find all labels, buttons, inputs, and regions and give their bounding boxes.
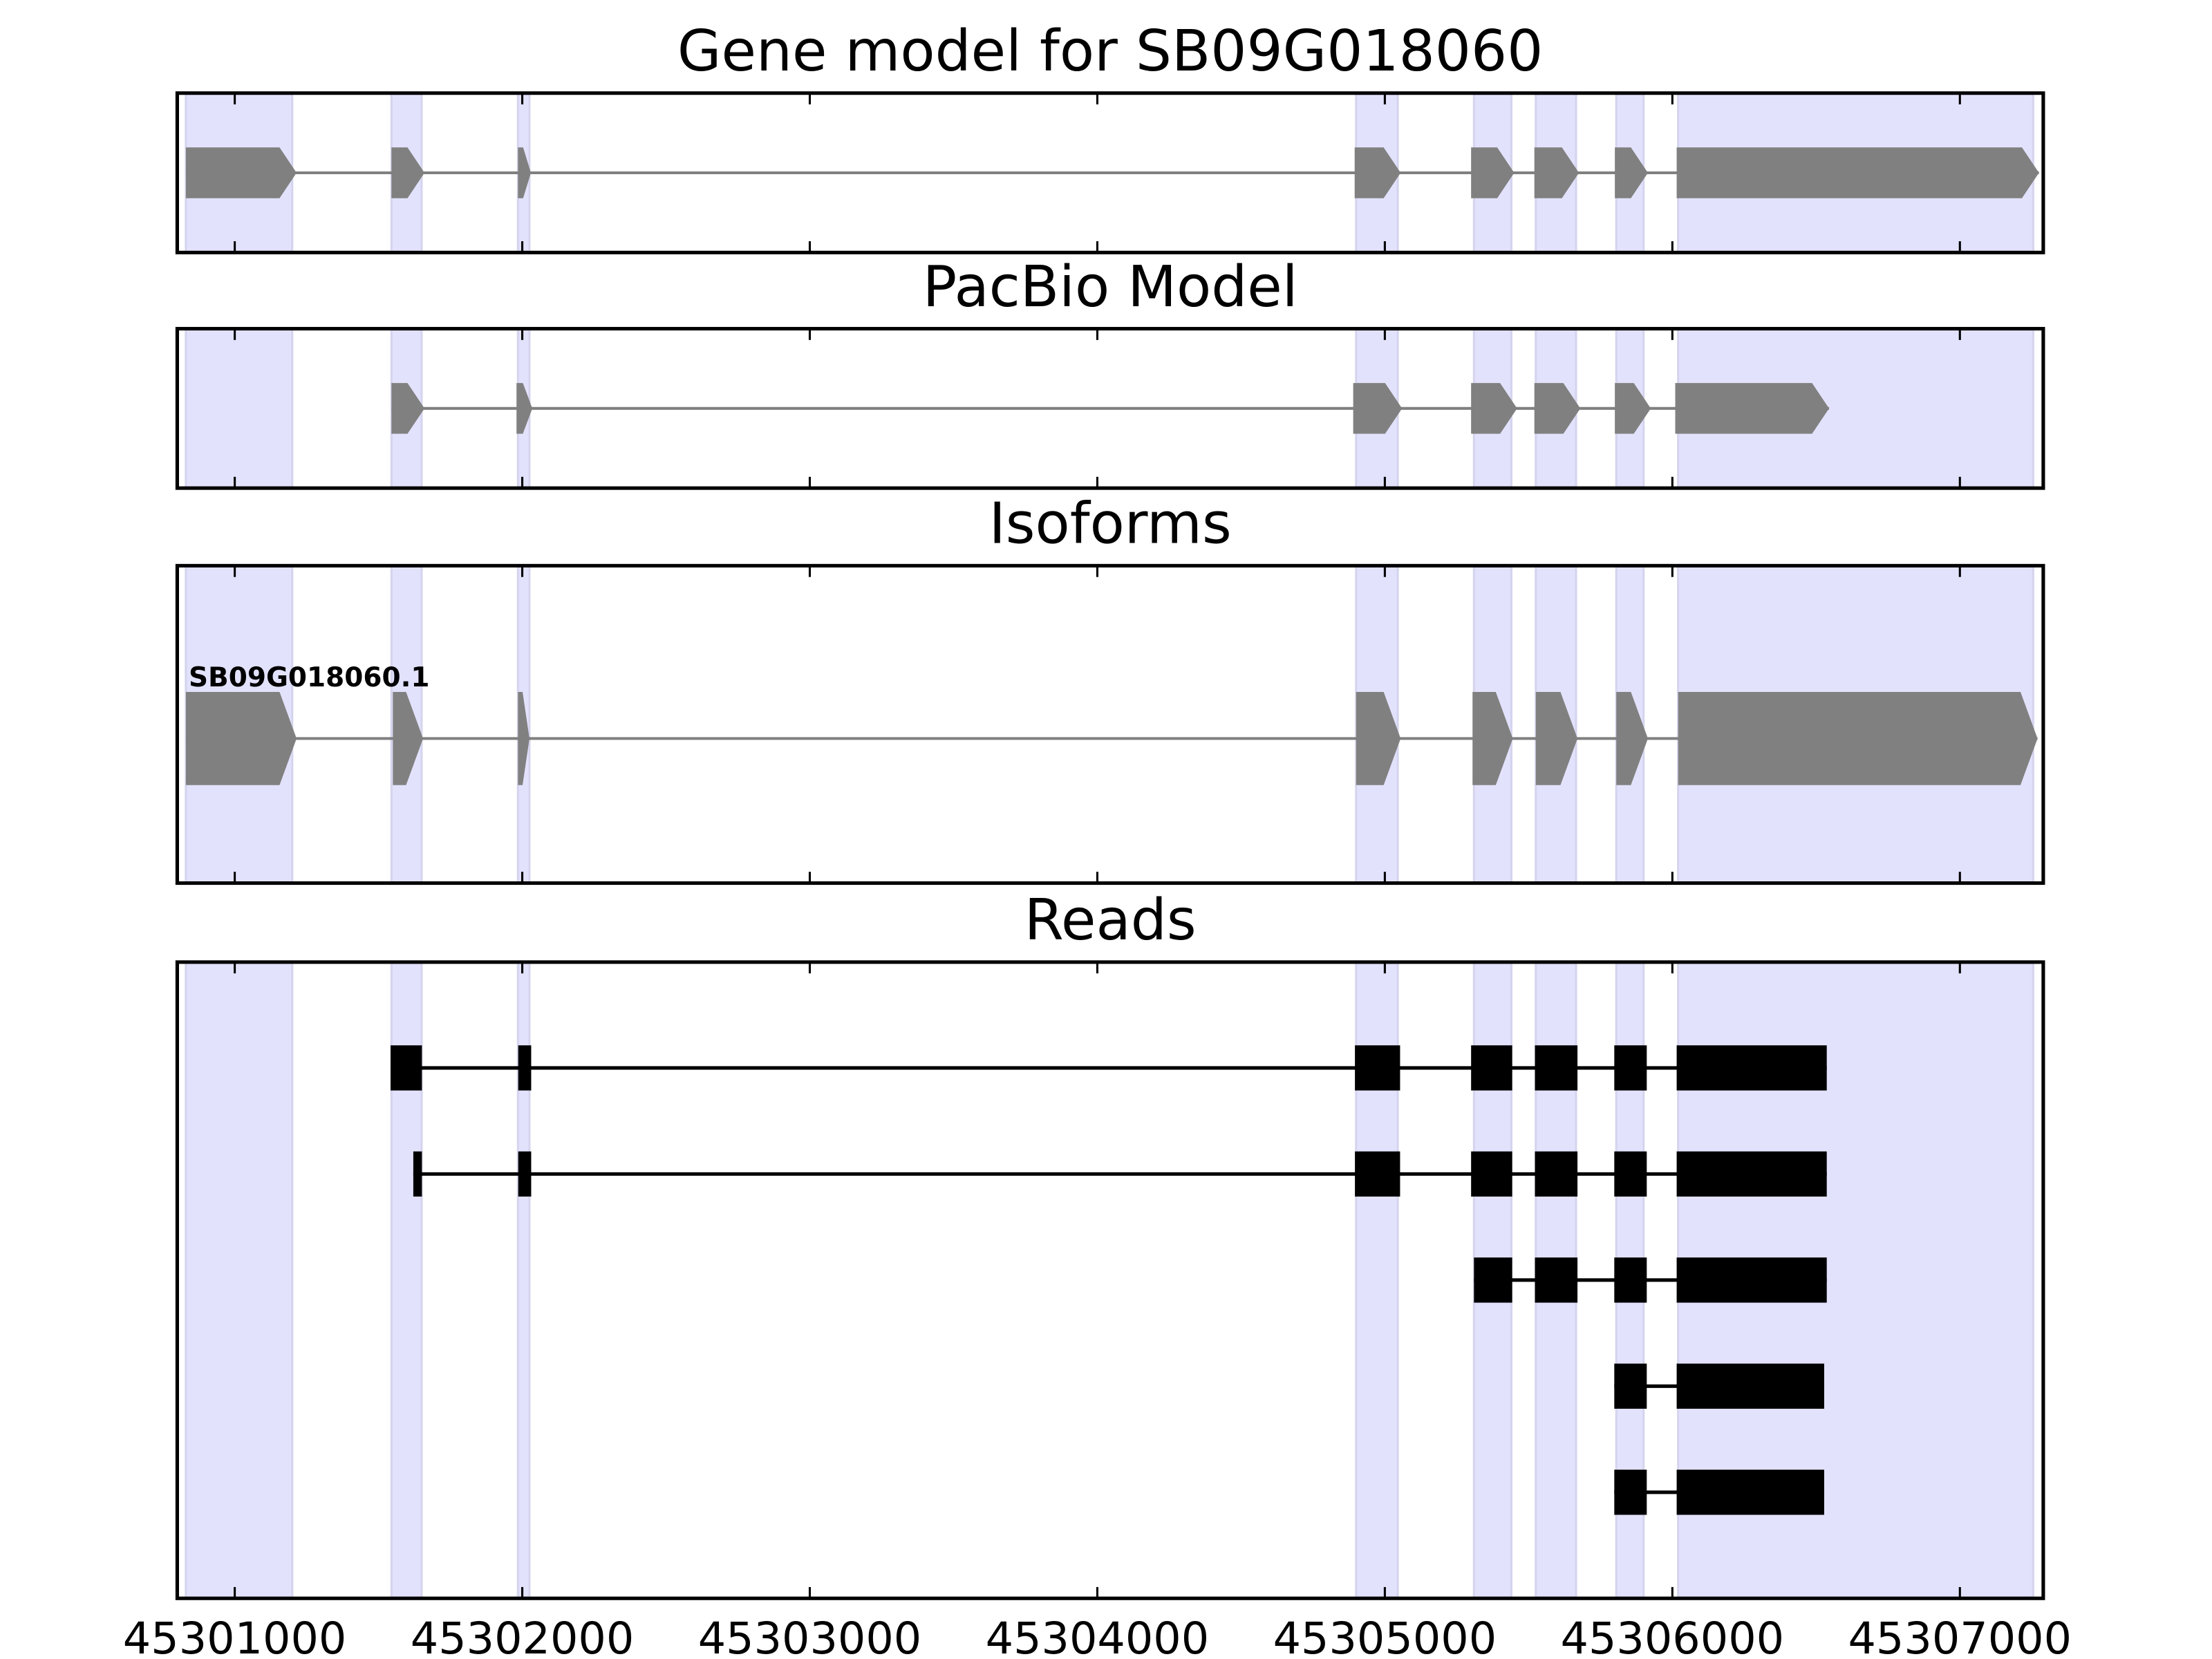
exon-arrow	[1615, 383, 1651, 434]
isoform-label: SB09G018060.1	[189, 662, 429, 693]
exon-arrow	[1534, 383, 1581, 434]
panel-title: Reads	[1024, 888, 1197, 953]
exon-arrow	[518, 692, 529, 785]
read-block	[518, 1151, 532, 1197]
read-block	[1471, 1151, 1512, 1197]
read-block	[518, 1045, 532, 1091]
exon-arrow	[516, 383, 533, 434]
read-block	[1614, 1045, 1647, 1091]
exon-arrow	[185, 147, 297, 198]
x-tick-label: 45301000	[123, 1613, 347, 1659]
exon-arrow	[391, 383, 425, 434]
exon-arrow	[1534, 147, 1580, 198]
panel-frame	[175, 960, 2045, 1600]
read-block	[1355, 1045, 1400, 1091]
exon-arrow	[1616, 692, 1648, 785]
x-tick-label: 45303000	[698, 1613, 922, 1659]
x-tick-label: 45302000	[411, 1613, 635, 1659]
read-block	[1676, 1470, 1824, 1515]
read-block	[1676, 1257, 1827, 1303]
x-tick-label: 45304000	[986, 1613, 1210, 1659]
panel-frame	[175, 326, 2045, 490]
exon-arrow	[1354, 147, 1401, 198]
panel-0: Gene model for SB09G018060	[175, 19, 2045, 254]
x-tick-label: 45307000	[1848, 1613, 2072, 1659]
exon-shading	[185, 961, 294, 1600]
read-block	[1535, 1045, 1578, 1091]
panel-frame	[175, 563, 2045, 885]
exon-arrow	[1676, 147, 2039, 198]
exon-arrow	[393, 692, 424, 785]
read-block	[1676, 1045, 1827, 1091]
panel-2: Isoforms SB09G018060.1	[175, 491, 2045, 885]
exon-arrow	[1471, 383, 1517, 434]
read-block	[1474, 1257, 1512, 1303]
exon-arrow	[1353, 383, 1403, 434]
read-block	[391, 1045, 422, 1091]
x-tick-label: 45305000	[1273, 1613, 1497, 1659]
x-tick-label: 45306000	[1561, 1613, 1785, 1659]
exon-shading	[185, 327, 294, 489]
read-block	[1614, 1257, 1647, 1303]
read-block	[1355, 1151, 1400, 1197]
exon-arrow	[518, 147, 532, 198]
exon-arrow	[1535, 692, 1578, 785]
panel-3: Reads	[175, 888, 2045, 1600]
read-block	[1614, 1470, 1647, 1515]
panel-1: PacBio Model	[175, 254, 2045, 490]
read-block	[1614, 1363, 1647, 1409]
panel-frame	[175, 91, 2045, 254]
exon-arrow	[1678, 692, 2038, 785]
exon-arrow	[1471, 147, 1515, 198]
read-block	[413, 1151, 422, 1197]
panel-title: Isoforms	[989, 491, 1232, 557]
panel-title: Gene model for SB09G018060	[677, 19, 1543, 84]
exon-arrow	[1615, 147, 1648, 198]
exon-arrow	[185, 692, 297, 785]
read-block	[1676, 1363, 1824, 1409]
exon-arrow	[1472, 692, 1513, 785]
read-block	[1676, 1151, 1827, 1197]
exon-arrow	[1675, 383, 1830, 434]
read-block	[1535, 1257, 1578, 1303]
read-block	[1471, 1045, 1512, 1091]
read-block	[1614, 1151, 1647, 1197]
panel-title: PacBio Model	[923, 254, 1298, 320]
read-block	[1535, 1151, 1578, 1197]
exon-arrow	[1356, 692, 1401, 785]
exon-arrow	[391, 147, 425, 198]
